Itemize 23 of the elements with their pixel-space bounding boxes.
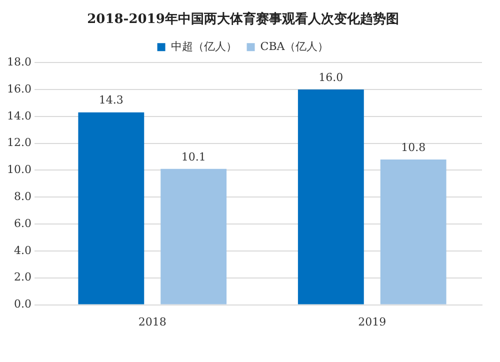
legend-label: 中超（亿人）: [170, 40, 237, 53]
bar: [78, 112, 144, 304]
x-tick-label: 2018: [138, 315, 166, 328]
y-tick-label: 2.0: [14, 270, 32, 284]
y-tick-label: 16.0: [6, 82, 32, 96]
y-tick-label: 6.0: [14, 216, 32, 230]
y-tick-label: 12.0: [6, 136, 32, 150]
legend-label: CBA（亿人）: [260, 40, 329, 53]
data-label: 16.0: [318, 70, 344, 84]
y-tick-label: 4.0: [14, 244, 32, 257]
bar: [160, 168, 227, 304]
data-label: 10.8: [401, 140, 426, 154]
y-tick-label: 0.0: [14, 298, 32, 311]
bar: [298, 90, 364, 304]
chart-title: 2018-2019年中国两大体育赛事观看人次变化趋势图: [87, 11, 399, 28]
x-tick-label: 2019: [358, 315, 386, 328]
y-tick-label: 10.0: [6, 163, 32, 176]
bar: [380, 159, 446, 304]
data-label: 14.3: [98, 94, 124, 107]
y-tick-label: 14.0: [6, 109, 32, 122]
y-tick-label: 18.0: [6, 55, 32, 68]
y-tick-label: 8.0: [14, 190, 32, 204]
data-label: 10.1: [181, 150, 206, 164]
